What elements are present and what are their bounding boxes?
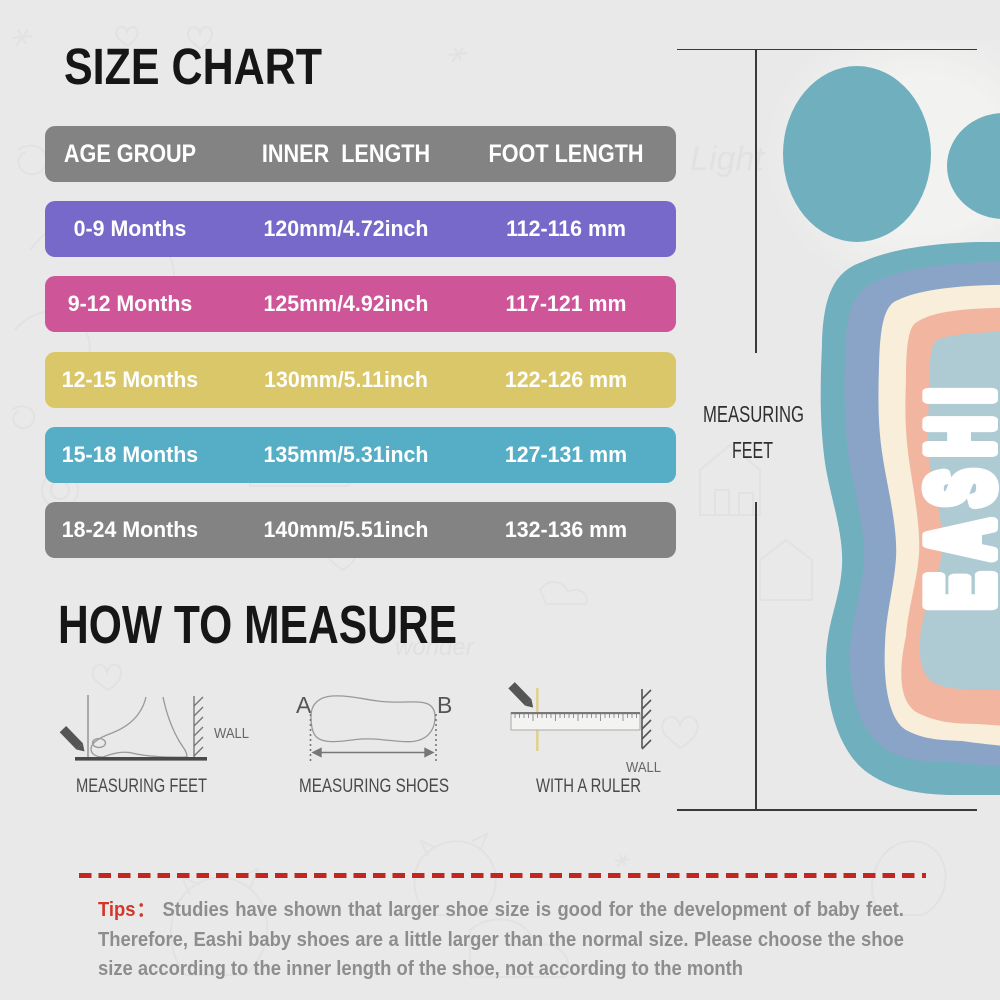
svg-text:wonder: wonder (395, 634, 475, 661)
svg-text:WITH A RULER: WITH A RULER (536, 776, 641, 797)
svg-text:EASHI: EASHI (909, 388, 1000, 610)
svg-text:WALL: WALL (214, 725, 249, 742)
svg-text:Light: Light (690, 140, 765, 178)
svg-text:MEASURING: MEASURING (703, 401, 804, 427)
svg-text:SIZE CHART: SIZE CHART (64, 38, 322, 95)
svg-text:HOW TO MEASURE: HOW TO MEASURE (58, 595, 457, 655)
svg-text:MEASURING FEET: MEASURING FEET (76, 776, 207, 797)
svg-text:FEET: FEET (732, 437, 773, 463)
svg-text:MEASURING SHOES: MEASURING SHOES (299, 776, 449, 797)
svg-text:A: A (296, 692, 312, 718)
svg-text:WALL: WALL (626, 759, 661, 776)
svg-text:B: B (437, 692, 452, 718)
